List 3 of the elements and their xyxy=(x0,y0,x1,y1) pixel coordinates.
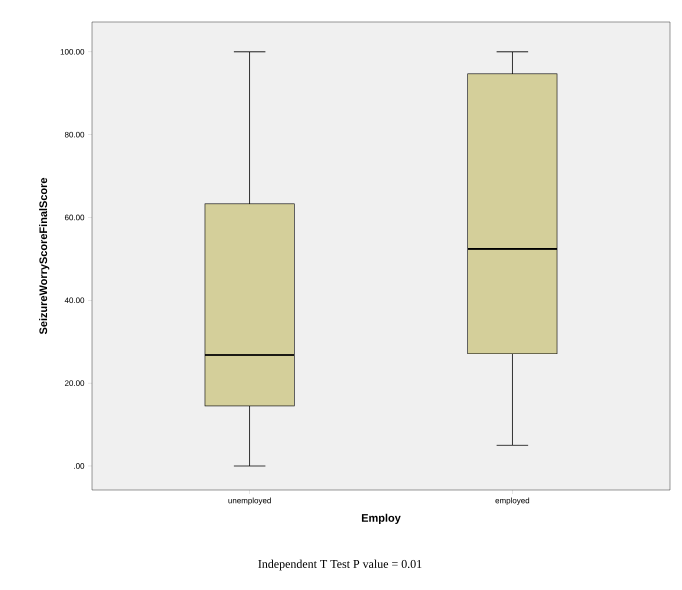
y-axis-title: SeizureWorryScoreFinalScore xyxy=(39,178,50,334)
x-axis-title: Employ xyxy=(362,514,401,524)
text: Independent T Test P value = 0.01 xyxy=(258,560,422,570)
